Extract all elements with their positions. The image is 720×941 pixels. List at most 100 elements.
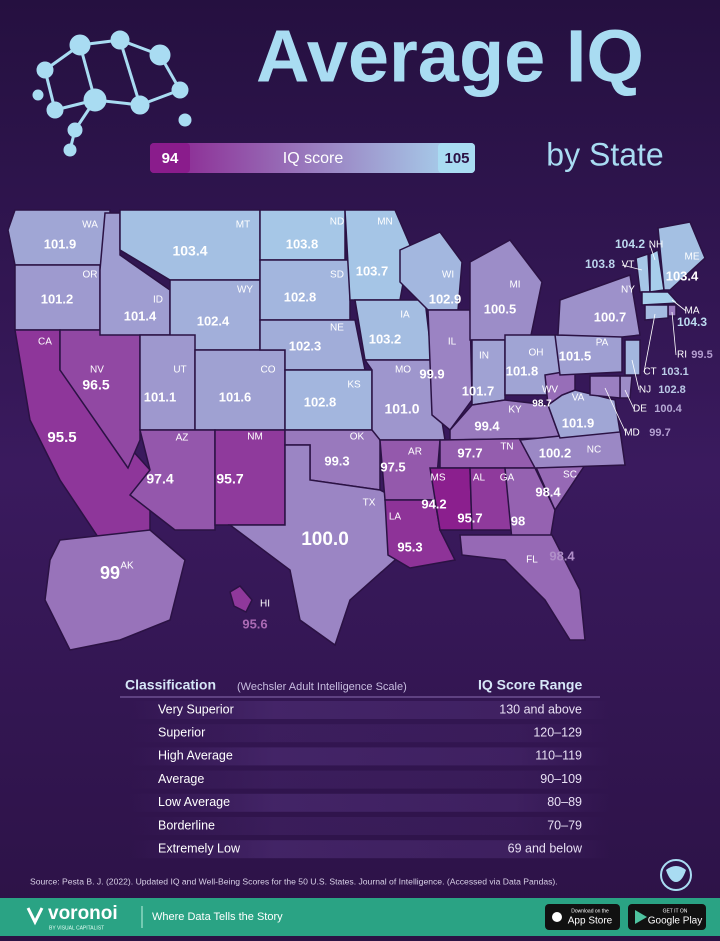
state-value: 101.2 (41, 291, 74, 306)
state-abbr: CO (261, 365, 276, 376)
state-value: 97.4 (146, 471, 173, 487)
state-value: 99.7 (649, 427, 670, 439)
state-abbr: MO (395, 365, 411, 376)
state-abbr: PA (596, 338, 609, 349)
state-shape (227, 444, 401, 647)
state-value: 98.4 (549, 548, 575, 563)
state-value: 95.7 (457, 510, 482, 525)
table-row (130, 724, 610, 743)
state-abbr: MI (509, 280, 520, 291)
state-value: 100.7 (594, 309, 627, 324)
state-abbr: NM (247, 432, 263, 443)
classification: Superior (158, 725, 205, 739)
state-value: 101.9 (562, 415, 595, 430)
state-value: 101.5 (559, 348, 592, 363)
state-value: 100.4 (654, 403, 682, 415)
state-value: 97.7 (457, 445, 482, 460)
legend-label: IQ score (283, 150, 344, 167)
callout-line (604, 387, 627, 434)
state-shape (624, 339, 641, 376)
google-play-button[interactable] (628, 904, 706, 930)
state-value: 101.7 (462, 383, 495, 398)
score-range: 69 and below (508, 841, 583, 855)
state-abbr: CT (643, 367, 656, 378)
classification: Very Superior (158, 702, 234, 716)
state-value: 102.8 (304, 394, 337, 409)
legend-min-box (150, 143, 190, 173)
logo-mark (660, 859, 692, 891)
classification: Average (158, 772, 204, 786)
state-value: 104.3 (677, 315, 707, 329)
app-store-button[interactable] (545, 904, 620, 930)
state-abbr: WI (442, 270, 454, 281)
legend-min: 94 (162, 150, 179, 167)
state-abbr: UT (173, 365, 186, 376)
state-value: 97.5 (380, 459, 405, 474)
state-value: 95.5 (47, 429, 76, 446)
state-abbr: KY (508, 405, 522, 416)
table-header-classification: Classification (125, 677, 216, 693)
app-store-small: Download on the (571, 908, 609, 914)
state-abbr: LA (389, 512, 402, 523)
state-shape (504, 467, 556, 541)
state-value: 104.2 (615, 237, 645, 251)
state-abbr: KS (347, 380, 361, 391)
state-abbr: NE (330, 323, 344, 334)
tagline: Where Data Tells the Story (152, 911, 283, 923)
state-abbr: WA (82, 220, 98, 231)
state-abbr: OR (83, 270, 98, 281)
score-range: 110–119 (535, 749, 582, 763)
source: Source: Pesta B. J. (2022). Updated IQ a… (30, 876, 558, 886)
state-value: 100.2 (539, 445, 572, 460)
state-abbr: VA (572, 393, 585, 404)
legend-bar (150, 143, 475, 173)
state-abbr: WV (542, 385, 558, 396)
callout-line (649, 244, 656, 261)
state-value: 101.1 (144, 389, 177, 404)
state-abbr: NH (649, 240, 663, 251)
state-shape (644, 304, 669, 321)
state-value: 103.7 (356, 263, 389, 278)
callout-line (624, 389, 635, 410)
state-value: 95.7 (216, 471, 243, 487)
state-abbr: MS (431, 473, 446, 484)
state-value: 101.4 (124, 308, 157, 323)
state-shape (557, 273, 641, 338)
state-value: 102.8 (658, 384, 686, 396)
state-value: 99.9 (419, 366, 444, 381)
state-value: 95.6 (242, 616, 267, 631)
app-store-big: App Store (568, 916, 613, 927)
state-value: 99.5 (691, 349, 712, 361)
state-value: 100.5 (484, 301, 517, 316)
state-abbr: RI (677, 350, 687, 361)
state-value: 96.5 (82, 377, 109, 393)
byline: BY VISUAL CAPITALIST (49, 925, 104, 931)
brain-icon (32, 30, 192, 157)
state-value: 94.2 (421, 496, 446, 511)
state-shape (657, 221, 706, 291)
state-value: 103.8 (286, 236, 319, 251)
score-range: 90–109 (540, 772, 582, 786)
state-abbr: NJ (639, 385, 651, 396)
state-value: 103.2 (369, 331, 402, 346)
state-value: 99 (100, 563, 120, 583)
callout-line (631, 359, 640, 391)
classification: Low Average (158, 795, 230, 809)
callout-line (671, 299, 687, 312)
state-abbr: NV (90, 365, 104, 376)
state-abbr: MD (624, 428, 640, 439)
state-value: 98 (511, 513, 525, 528)
table-header-note: (Wechsler Adult Intelligence Scale) (237, 681, 407, 693)
state-abbr: MN (377, 217, 393, 228)
state-abbr: FL (526, 555, 538, 566)
state-value: 101.8 (506, 363, 539, 378)
state-value: 99.4 (474, 418, 500, 433)
state-abbr: DE (633, 404, 647, 415)
title: Average IQ (256, 15, 644, 98)
callout-line (671, 311, 677, 356)
state-abbr: WY (237, 285, 253, 296)
state-shape (641, 291, 680, 306)
state-abbr: GA (500, 473, 515, 484)
table-header-range: IQ Score Range (478, 677, 582, 693)
